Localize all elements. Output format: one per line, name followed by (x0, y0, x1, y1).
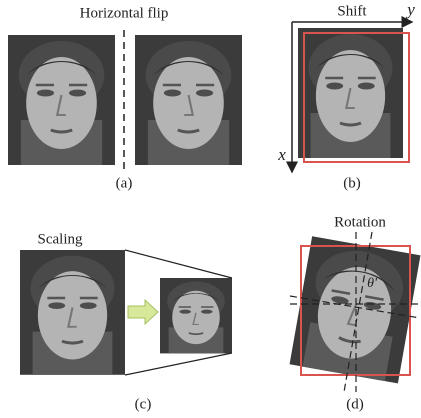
face-image (8, 35, 115, 165)
panel-title: Scaling (38, 231, 83, 247)
face-image (135, 35, 242, 165)
axis-label: y (405, 0, 415, 19)
panel-title: Rotation (334, 214, 386, 230)
panel-title: Shift (337, 3, 367, 19)
axis-label: x (277, 145, 286, 164)
panel-title: Horizontal flip (80, 5, 169, 21)
projection-line (125, 353, 232, 375)
caption: (b) (343, 175, 361, 191)
angle-label: θ' (367, 276, 378, 291)
figure: Horizontal flip (a) Shift y x (b) Scalin… (0, 0, 421, 418)
projection-line (125, 250, 232, 278)
rotated-face (290, 236, 421, 383)
face-image (160, 278, 232, 353)
face-image (298, 28, 403, 158)
caption: (d) (346, 396, 364, 412)
arrow (128, 300, 158, 324)
caption: (c) (135, 396, 152, 412)
caption: (a) (116, 175, 133, 191)
face-image (20, 250, 125, 375)
